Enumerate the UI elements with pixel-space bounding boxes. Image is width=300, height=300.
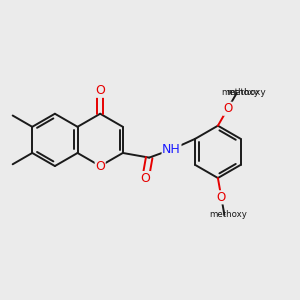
Text: methoxy: methoxy <box>221 88 259 97</box>
Text: O: O <box>95 84 105 97</box>
Text: O: O <box>141 172 151 184</box>
Text: methoxy: methoxy <box>226 88 266 97</box>
Text: O: O <box>217 191 226 204</box>
Text: NH: NH <box>162 143 181 156</box>
Text: methoxy: methoxy <box>209 210 247 219</box>
Text: O: O <box>223 102 232 115</box>
Text: O: O <box>95 160 105 172</box>
